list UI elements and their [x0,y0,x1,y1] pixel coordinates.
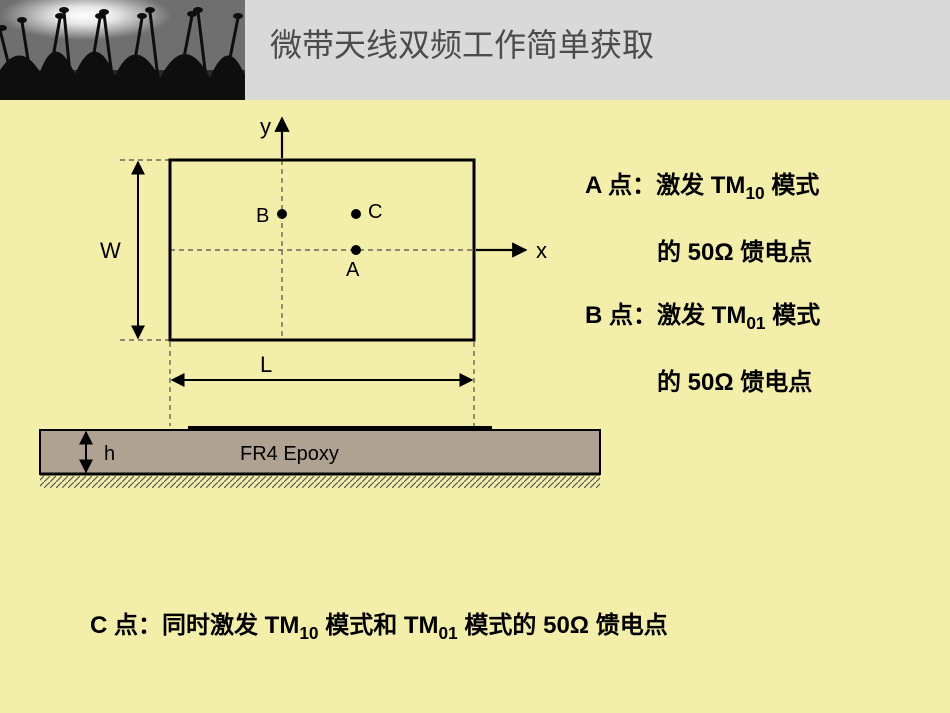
point-a-label: A [346,259,360,281]
dashed-guides [120,160,474,426]
slide: 微带天线双频工作简单获取 y [0,0,950,713]
substrate-label: FR4 Epoxy [240,443,339,465]
slide-title: 微带天线双频工作简单获取 [270,20,930,66]
x-axis-label: x [536,238,547,263]
y-axis-label: y [260,114,271,139]
w-label: W [100,238,121,263]
point-b-label: B [256,205,269,227]
desc-line-0: A 点：激发 TM10 模式 [585,165,945,204]
desc-line-3: 的 50Ω 馈电点 [585,362,945,397]
point-c [351,209,361,219]
desc-line-1: 的 50Ω 馈电点 [585,232,945,267]
desc-line-2: B 点：激发 TM01 模式 [585,295,945,334]
header-decorative-image [0,0,245,100]
description-block: A 点：激发 TM10 模式的 50Ω 馈电点B 点：激发 TM01 模式的 5… [585,165,945,397]
l-label: L [260,352,272,377]
header: 微带天线双频工作简单获取 [0,0,950,100]
point-b [277,209,287,219]
h-label: h [104,443,115,465]
point-c-label: C [368,201,382,223]
point-a [351,245,361,255]
ground-hatch [40,476,600,488]
antenna-diagram: y x W L FR4 Epoxy h A B C [20,110,620,550]
description-bottom: C 点：同时激发 TM10 模式和 TM01 模式的 50Ω 馈电点 [90,605,910,644]
